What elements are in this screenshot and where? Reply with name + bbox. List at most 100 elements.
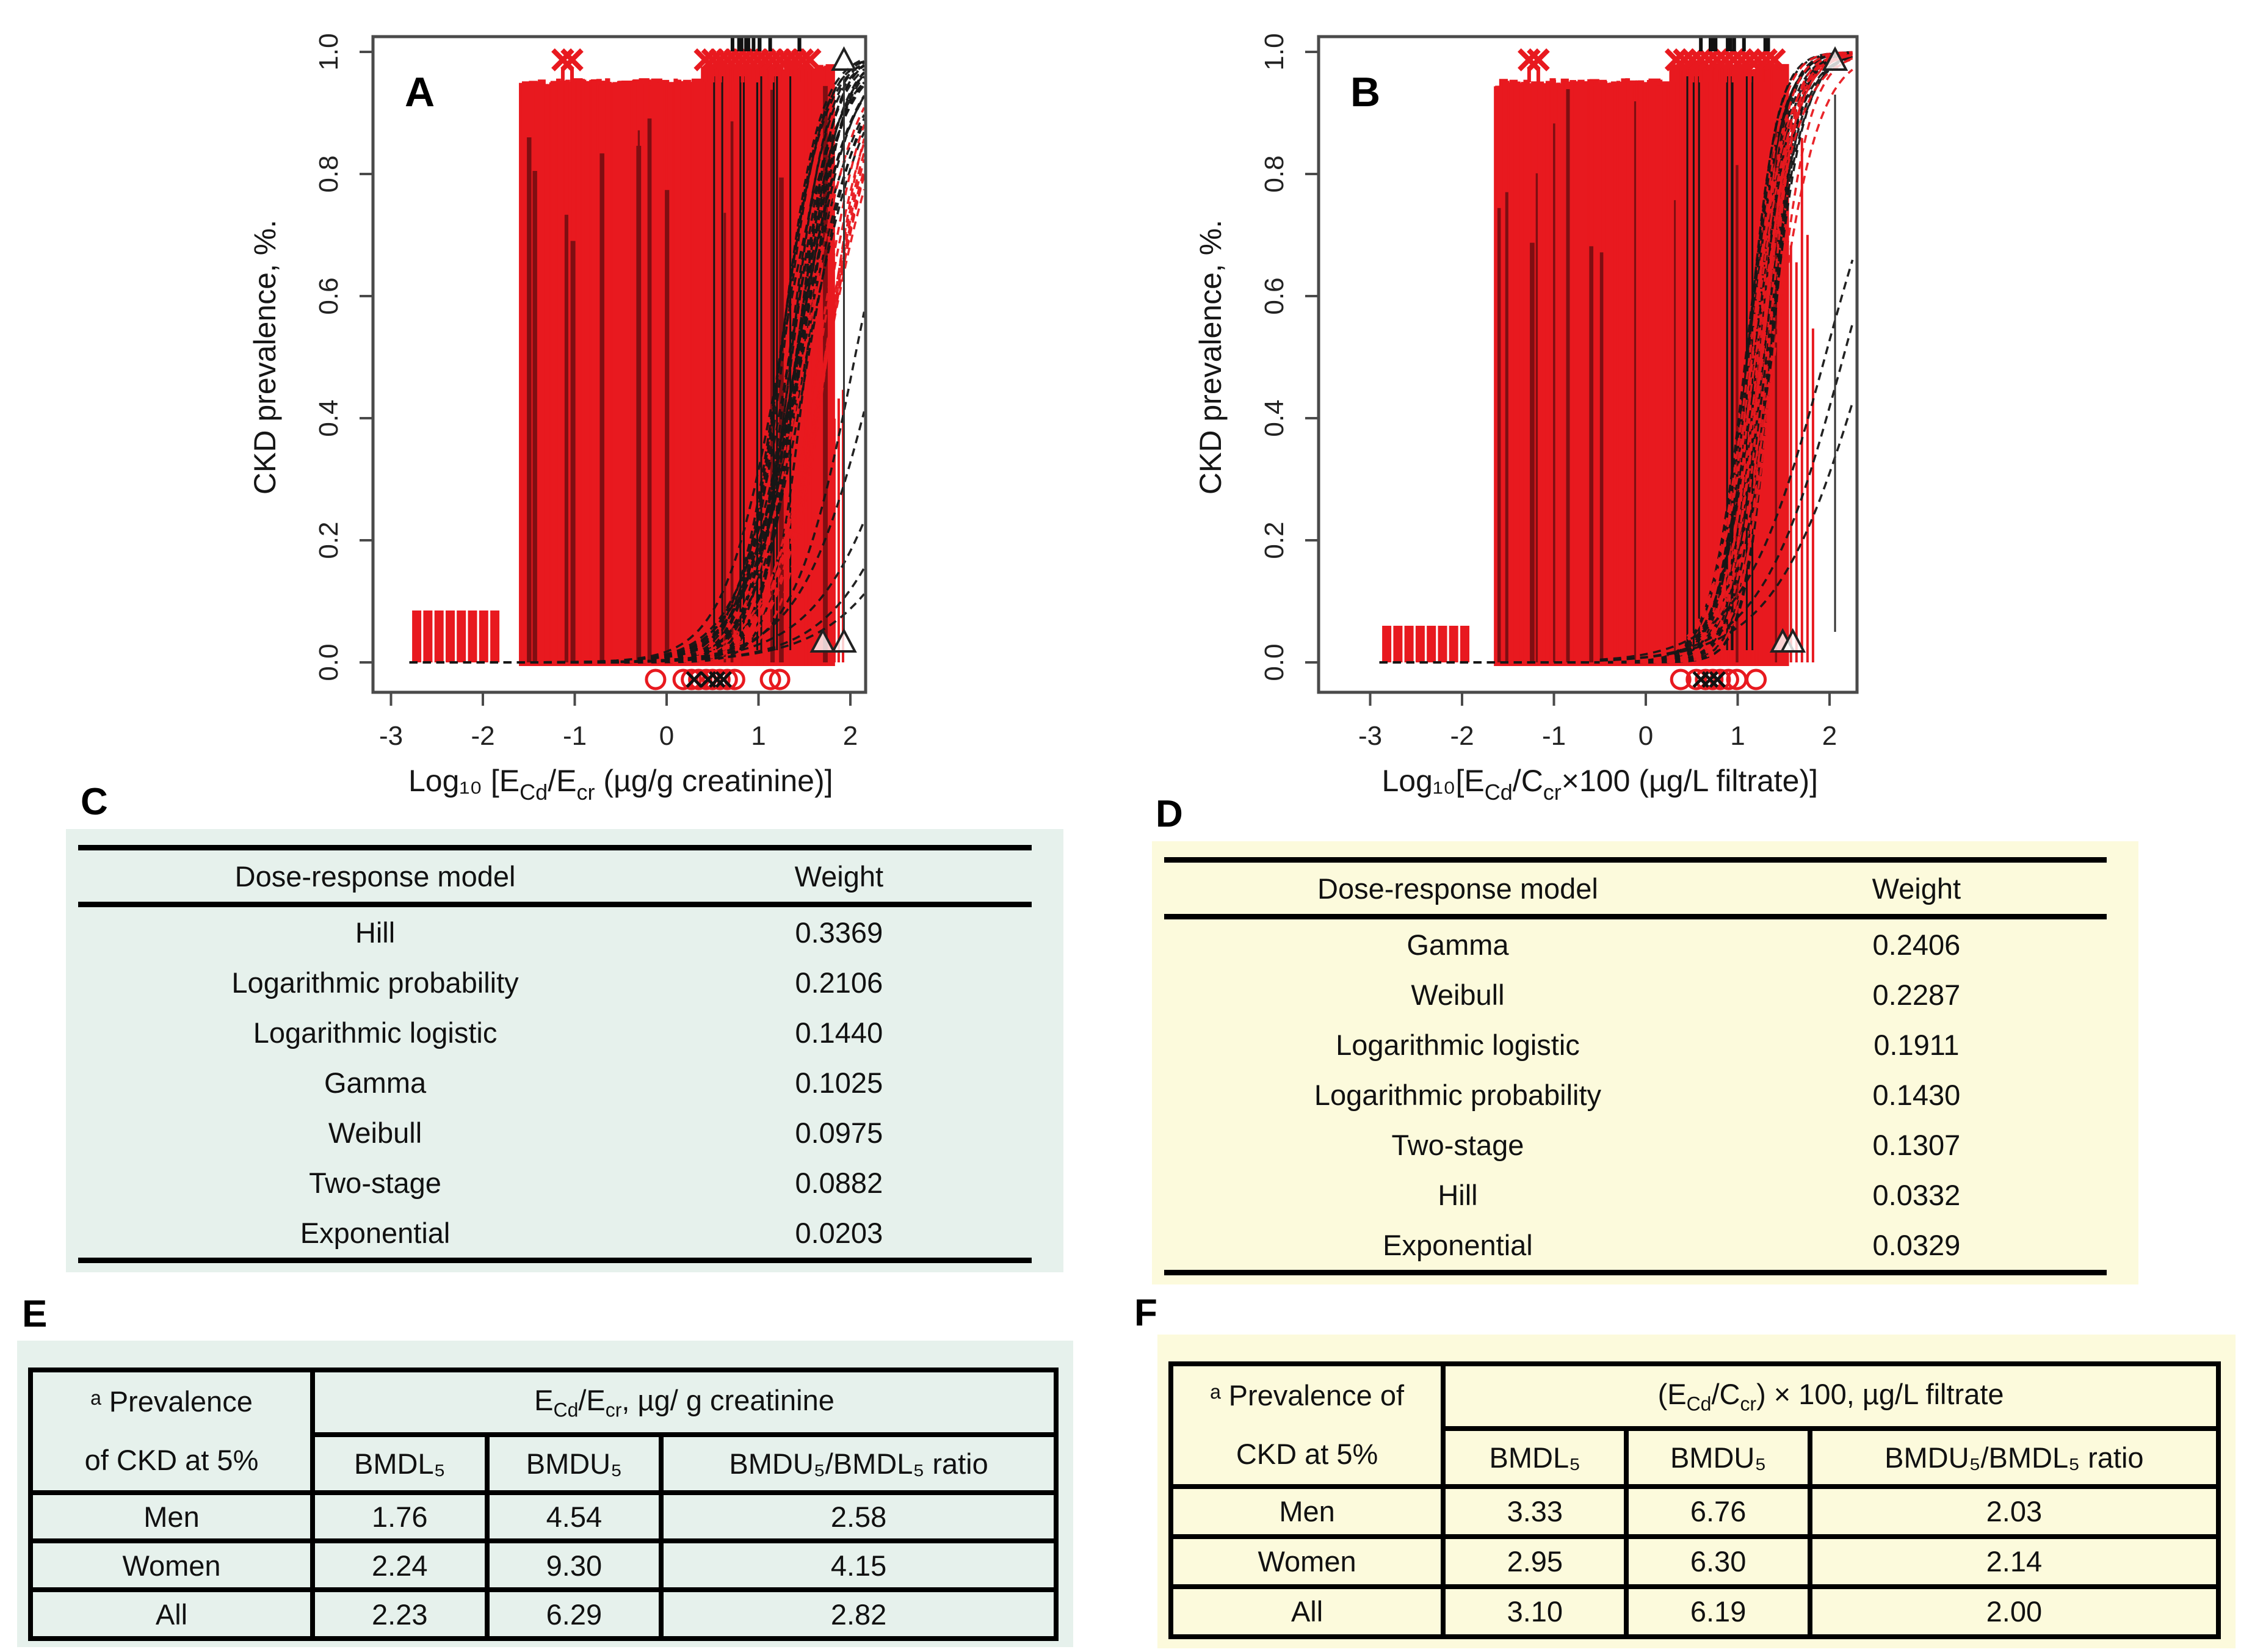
table-subheader-row: BMDL₅ BMDU₅ BMDU₅/BMDL₅ ratio (1171, 1426, 2221, 1489)
weight-value-cell: 0.0332 (1872, 1178, 1961, 1211)
dose-response-curves-black (409, 58, 866, 664)
ratio-column-header: BMDU₅/BMDL₅ ratio (1807, 1426, 2221, 1489)
panel-c-letter: C (81, 781, 108, 823)
bmdu-value-cell: 9.30 (484, 1538, 664, 1593)
model-name-cell: Logarithmic logistic (253, 1016, 498, 1049)
x-axis-label: Log₁₀[ECd/Ccr×100 (µg/L filtrate)] (1381, 764, 1818, 805)
bmdu-value-cell: 6.30 (1624, 1534, 1812, 1589)
ratio-value-cell: 2.58 (659, 1490, 1059, 1544)
corner-header-line1: ᵃ Prevalence (90, 1385, 253, 1418)
bmdl-value-cell: 2.24 (310, 1538, 490, 1593)
table-row: Men 3.33 6.76 2.03 (1168, 1484, 2221, 1539)
model-column-header: Dose-response model (234, 860, 516, 893)
corner-header-line2: of CKD at 5% (84, 1444, 259, 1477)
model-name-cell: Weibull (328, 1116, 422, 1149)
panel-letter: B (1350, 69, 1380, 115)
weight-value-cell: 0.1307 (1872, 1128, 1961, 1161)
outlier-curves (1599, 259, 1854, 662)
model-name-cell: Two-stage (309, 1166, 441, 1199)
model-name-cell: Logarithmic probability (231, 966, 519, 999)
ratio-value-cell: 2.14 (1807, 1534, 2221, 1589)
model-name-cell: Hill (355, 916, 396, 949)
left-ci-bars-group (1382, 626, 1469, 662)
panel-letter: A (405, 69, 435, 115)
table-row: Two-stage 0.0882 (66, 1157, 1063, 1208)
bmdu-column-header: BMDU₅ (484, 1432, 664, 1495)
y-tick-label: 0.8 (1259, 155, 1289, 192)
table-rule (1164, 914, 2107, 919)
group-label-cell: All (28, 1587, 315, 1641)
weight-value-cell: 0.1430 (1872, 1078, 1961, 1111)
table-rule (1164, 857, 2107, 863)
panel-a-dose-response-chart: -3 -2 -1 0 1 2 0.0 0.2 0.4 0.6 0.8 1.0 CKD prevalenc… (248, 33, 867, 805)
bmdl-value-cell: 3.33 (1441, 1484, 1629, 1539)
y-tick-label: 0.0 (314, 643, 344, 681)
x-tick-label: -2 (1450, 721, 1474, 751)
group-label-cell: Men (28, 1490, 315, 1544)
panel-b-dose-response-chart: -3 -2 -1 0 1 2 0.0 0.2 0.4 0.6 0.8 1.0 CKD prevalenc… (1193, 33, 1859, 805)
axis-ticks (1305, 51, 1831, 706)
model-name-cell: Logarithmic logistic (1336, 1028, 1580, 1061)
bmdl-value-cell: 1.76 (310, 1490, 490, 1544)
span-header-cell: (ECd/Ccr) × 100, µg/L filtrate (1441, 1361, 2221, 1431)
table-subheader-row: BMDL₅ BMDU₅ BMDU₅/BMDL₅ ratio (31, 1432, 1059, 1495)
black-ci-lines-group (1686, 76, 1754, 650)
group-label-cell: All (1168, 1584, 1446, 1639)
y-axis-label: CKD prevalence, %. (1193, 220, 1228, 495)
weight-value-cell: 0.0882 (795, 1166, 883, 1199)
table-row: Men 1.76 4.54 2.58 (28, 1490, 1059, 1544)
left-ci-bars-group (412, 610, 500, 662)
plot-content (1379, 37, 1854, 690)
table-rule (78, 902, 1032, 907)
weight-value-cell: 0.2406 (1872, 928, 1961, 961)
y-tick-label: 0.0 (1259, 643, 1289, 681)
plot-frame (371, 35, 867, 694)
x-tick-label: -3 (379, 721, 403, 751)
weight-column-header: Weight (794, 860, 884, 893)
table-row: All 2.23 6.29 2.82 (28, 1587, 1059, 1641)
table-row: Weibull 0.0975 (66, 1107, 1063, 1157)
y-tick-label: 0.6 (314, 277, 344, 314)
bmdl-value-cell: 3.10 (1441, 1584, 1629, 1639)
panel-f-letter: F (1134, 1292, 1157, 1334)
y-axis-label: CKD prevalence, %. (248, 220, 282, 495)
table-row: Exponential 0.0329 (1152, 1220, 2138, 1270)
table-header-row: Dose-response model Weight (1152, 863, 2138, 914)
table-row: All 3.10 6.19 2.00 (1168, 1584, 2221, 1639)
bmdu-column-header: BMDU₅ (1624, 1426, 1812, 1489)
group-label-cell: Women (1168, 1534, 1446, 1589)
ratio-column-header: BMDU₅/BMDL₅ ratio (659, 1432, 1059, 1495)
weight-value-cell: 0.2106 (795, 966, 883, 999)
outlier-curves (620, 311, 866, 664)
bmdl-column-header: BMDL₅ (310, 1432, 490, 1495)
table-row: Weibull 0.2287 (1152, 969, 2138, 1020)
weight-value-cell: 0.2287 (1872, 978, 1961, 1011)
bmd-table-e: ᵃ Prevalence of CKD at 5% ECd/Ecr, µg/ g… (28, 1368, 1059, 1641)
bmdu-value-cell: 6.19 (1624, 1584, 1812, 1639)
bmdu-value-cell: 6.76 (1624, 1484, 1812, 1539)
weight-value-cell: 0.1440 (795, 1016, 883, 1049)
ratio-value-cell: 2.82 (659, 1587, 1059, 1641)
bmdl-column-header: BMDL₅ (1441, 1426, 1629, 1489)
x-tick-label: 1 (1730, 721, 1745, 751)
table-header-row: ᵃ Prevalence of CKD at 5% (ECd/Ccr) × 10… (1168, 1361, 2221, 1489)
x-tick-label: 1 (751, 721, 766, 751)
x-tick-label: -3 (1358, 721, 1382, 751)
table-row: Exponential 0.0203 (66, 1208, 1063, 1258)
bmdu-value-cell: 6.29 (484, 1587, 664, 1641)
bmd-table-f: ᵃ Prevalence of CKD at 5% (ECd/Ccr) × 10… (1168, 1361, 2221, 1639)
censored-x-markers-group (1518, 48, 1786, 82)
corner-header-cell: ᵃ Prevalence of CKD at 5% (28, 1368, 315, 1495)
y-tick-label: 1.0 (1259, 33, 1289, 70)
weight-value-cell: 0.0203 (795, 1216, 883, 1249)
y-tick-label: 0.2 (314, 521, 344, 559)
weight-column-header: Weight (1872, 872, 1961, 905)
group-label-cell: Women (28, 1538, 315, 1593)
y-tick-label: 0.2 (1259, 521, 1289, 559)
table-row: Gamma 0.2406 (1152, 919, 2138, 969)
model-name-cell: Gamma (324, 1066, 427, 1099)
table-row: Hill 0.3369 (66, 907, 1063, 957)
table-row: Women 2.95 6.30 2.14 (1168, 1534, 2221, 1589)
table-rule (1164, 1270, 2107, 1275)
zero-dose-x-overlay-group (1692, 671, 1726, 688)
